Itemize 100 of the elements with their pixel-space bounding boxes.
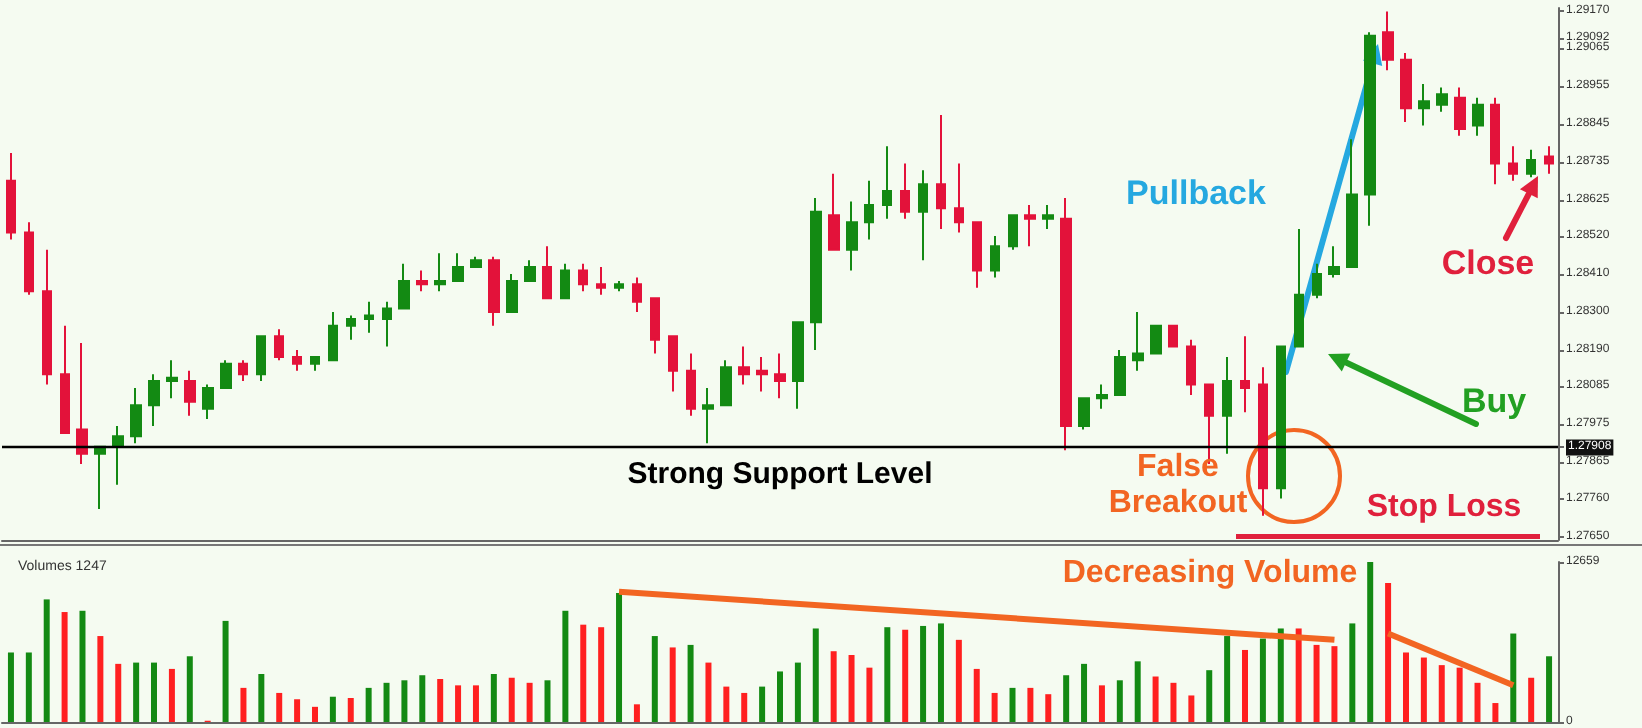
annotation: Close <box>1439 244 1537 284</box>
candlestick <box>1328 245 1340 279</box>
bar <box>1081 663 1088 722</box>
bar <box>151 662 158 722</box>
bar <box>723 686 730 722</box>
bar <box>365 687 372 722</box>
candlestick <box>130 387 142 445</box>
bar <box>544 680 551 722</box>
candlestick <box>828 172 840 251</box>
candlestick <box>738 345 750 386</box>
candlestick <box>166 359 178 400</box>
candlestick <box>1150 324 1162 355</box>
bar <box>1456 667 1463 722</box>
candlestick <box>686 352 696 417</box>
bar <box>705 662 712 722</box>
candlestick <box>560 262 570 300</box>
bar <box>1134 661 1141 722</box>
candlestick <box>578 262 588 293</box>
candlestick <box>24 221 34 296</box>
bar <box>920 625 927 722</box>
candlestick <box>1096 383 1108 410</box>
bar <box>401 680 408 722</box>
candlestick <box>452 252 464 282</box>
bar <box>240 687 247 722</box>
candlestick <box>542 245 552 300</box>
bar <box>1063 675 1070 722</box>
candlestick <box>1472 96 1484 137</box>
candlestick <box>1454 86 1466 137</box>
bar <box>347 697 354 722</box>
candlestick <box>94 445 106 510</box>
bar <box>79 610 86 722</box>
bar <box>973 668 980 722</box>
candlestick <box>220 359 232 389</box>
bar <box>1259 638 1266 722</box>
candlestick <box>184 369 196 417</box>
candlestick <box>310 355 320 372</box>
candlestick <box>76 342 88 465</box>
candlestick <box>524 259 536 282</box>
candlestick <box>256 335 266 383</box>
bar <box>955 639 962 722</box>
bar <box>168 668 175 722</box>
bar <box>812 628 819 722</box>
bar <box>1277 628 1284 722</box>
candlestick <box>918 169 928 262</box>
candlestick <box>972 221 982 289</box>
candlestick <box>650 297 660 355</box>
candlestick <box>1024 203 1036 248</box>
bar <box>329 696 336 722</box>
candlestick <box>1168 324 1178 348</box>
candlestick <box>1008 214 1018 251</box>
bar <box>687 644 694 722</box>
bar <box>115 663 122 722</box>
bar <box>186 656 193 722</box>
candlestick <box>846 200 858 272</box>
bar <box>848 655 855 722</box>
candlestick <box>1186 338 1196 396</box>
bar <box>777 671 783 722</box>
bar <box>1367 562 1374 722</box>
bar <box>1206 670 1213 722</box>
bar <box>1385 582 1392 722</box>
candlestick <box>398 262 410 310</box>
candlestick <box>328 311 338 362</box>
annotation: Decreasing Volume <box>1060 556 1360 592</box>
bar <box>1349 623 1356 722</box>
bar <box>1045 694 1052 722</box>
candlestick <box>1114 349 1126 396</box>
bar <box>937 623 944 722</box>
candlestick <box>1346 138 1358 269</box>
candlestick <box>238 359 248 383</box>
bar <box>490 673 497 722</box>
bar <box>472 685 479 722</box>
candlestick <box>1364 31 1376 227</box>
candlestick <box>1042 203 1054 231</box>
candlestick <box>1222 355 1232 455</box>
candlestick <box>202 383 214 421</box>
candlestick <box>954 162 964 234</box>
bar <box>741 692 748 722</box>
bar <box>1546 656 1553 722</box>
candlestick <box>882 145 892 220</box>
candlestick <box>1400 51 1412 123</box>
candlestick <box>668 335 678 393</box>
bar <box>616 593 623 722</box>
bar <box>526 682 533 722</box>
candlestick <box>1418 83 1430 127</box>
bar <box>311 706 318 722</box>
candlestick <box>614 279 624 293</box>
bar <box>97 636 104 722</box>
bar <box>902 629 909 722</box>
candlestick <box>506 273 518 313</box>
bar <box>437 679 444 722</box>
bar <box>276 692 283 722</box>
bar <box>222 620 229 722</box>
candlestick <box>1526 148 1536 179</box>
candlestick <box>434 252 446 293</box>
bar <box>383 682 390 722</box>
bar <box>508 677 515 722</box>
candlestick <box>364 300 374 334</box>
bar <box>759 686 766 722</box>
bar <box>1474 682 1481 722</box>
bar <box>1188 695 1195 722</box>
